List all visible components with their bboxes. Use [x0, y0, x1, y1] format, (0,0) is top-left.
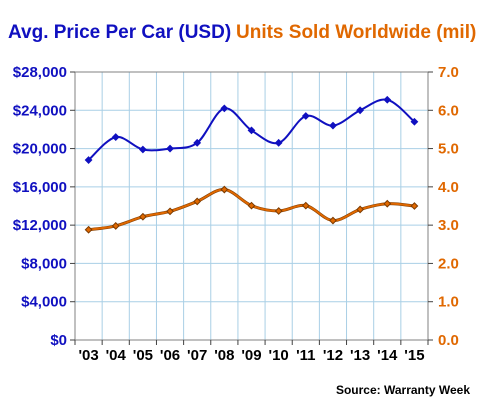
chart-title-left: Avg. Price Per Car (USD) — [8, 22, 231, 43]
y-right-tick-label: 7.0 — [438, 64, 459, 81]
y-left-tick-label: $16,000 — [13, 179, 67, 196]
units-series-line — [88, 188, 415, 231]
price-data-point — [247, 126, 256, 135]
y-right-tick-label: 0.0 — [438, 332, 459, 349]
x-tick-label: '13 — [350, 347, 370, 364]
plot-frame — [74, 71, 429, 341]
x-tick-label: '09 — [241, 347, 261, 364]
plot-area: $0 $4,000 $8,000 $12,000 $16,000 $20,000 $24,0… — [13, 64, 459, 364]
y-left-tick-label: $8,000 — [21, 255, 67, 272]
y-right-tick-label: 2.0 — [438, 255, 459, 272]
y-left-tick-label: $20,000 — [13, 141, 67, 158]
units-data-point — [274, 207, 283, 215]
price-data-point — [410, 117, 419, 126]
units-data-point — [111, 222, 120, 230]
x-tick-label: '04 — [106, 347, 127, 364]
units-data-point — [329, 216, 337, 225]
x-tick-label: '14 — [377, 347, 398, 364]
price-data-point — [301, 112, 310, 120]
price-data-point — [166, 144, 174, 153]
y-left-tick-label: $12,000 — [13, 217, 67, 234]
y-left-tick-label: $0 — [50, 332, 67, 349]
units-data-point — [166, 207, 174, 216]
price-data-point — [220, 104, 229, 113]
price-data-point — [329, 121, 337, 130]
y-right-tick-label: 1.0 — [438, 294, 459, 311]
units-data-point — [383, 199, 392, 208]
price-data-point — [111, 133, 120, 141]
units-data-point — [301, 201, 310, 210]
units-series-line-outline — [88, 188, 415, 232]
y-left-tick-label: $28,000 — [13, 64, 67, 81]
y-right-tick-label: 3.0 — [438, 217, 459, 234]
price-data-point — [138, 145, 147, 154]
y-right-tick-label: 6.0 — [438, 102, 459, 119]
units-data-point — [410, 202, 419, 210]
y-left-tick-label: $24,000 — [13, 102, 67, 119]
price-data-point — [84, 156, 93, 164]
price-data-point — [193, 138, 202, 147]
x-tick-label: '08 — [214, 347, 234, 364]
x-tick-label: '03 — [78, 347, 98, 364]
y-right-tick-label: 4.0 — [438, 179, 459, 196]
price-data-point — [274, 138, 283, 147]
units-data-point — [84, 225, 93, 234]
price-data-point — [383, 95, 392, 104]
x-tick-label: '10 — [269, 347, 289, 364]
x-tick-label: '07 — [187, 347, 207, 364]
y-right-tick-label: 5.0 — [438, 141, 459, 158]
units-data-point — [193, 197, 202, 206]
units-data-point — [138, 212, 147, 221]
x-tick-label: '06 — [160, 347, 180, 364]
x-tick-label: '12 — [323, 347, 343, 364]
units-data-point — [356, 205, 365, 214]
source-note: Source: Warranty Week — [336, 383, 470, 397]
x-tick-label: '11 — [296, 347, 315, 364]
units-data-point — [247, 201, 256, 210]
units-data-point — [220, 185, 229, 194]
x-tick-label: '15 — [404, 347, 424, 364]
y-left-tick-label: $4,000 — [21, 294, 67, 311]
chart-title-right: Units Sold Worldwide (mil) — [236, 22, 476, 43]
x-tick-label: '05 — [133, 347, 153, 364]
price-data-point — [356, 106, 365, 115]
